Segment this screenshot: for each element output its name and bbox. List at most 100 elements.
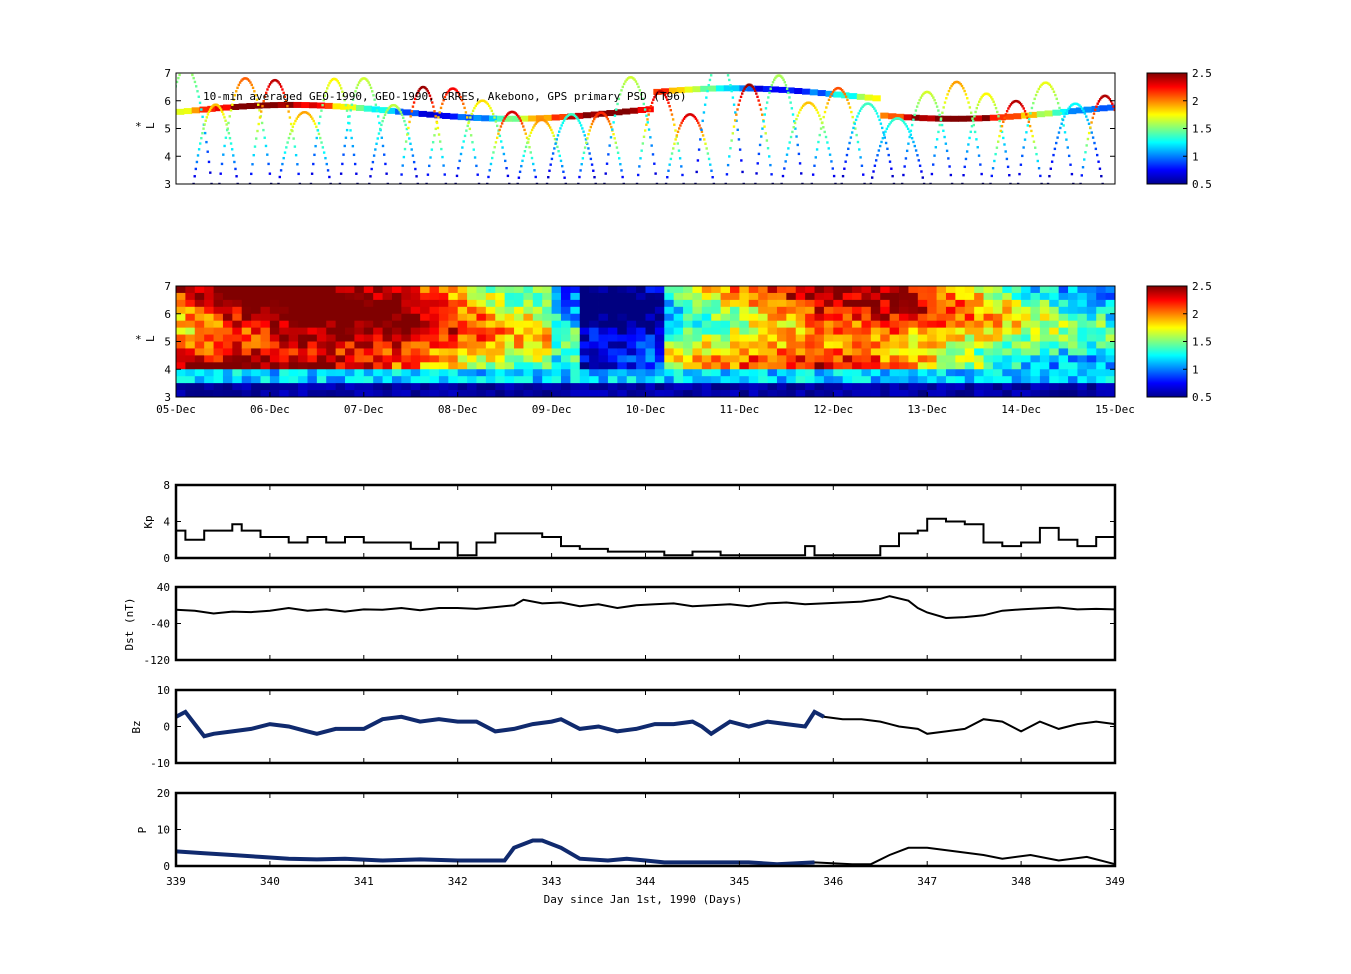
psd-heatmap-cell [889,320,900,329]
psd-heatmap-cell [523,306,534,315]
orbit-psd-mark [218,106,222,110]
psd-heatmap-cell [354,320,365,329]
psd-heatmap-cell [673,355,684,363]
psd-heatmap-cell [570,327,581,335]
orbit-psd-mark [1021,154,1024,158]
psd-heatmap-cell [692,334,703,342]
psd-heatmap-cell [1068,355,1078,363]
psd-heatmap-xtick-label: 11-Dec [720,403,760,416]
psd-heatmap-cell [908,334,919,342]
orbit-psd-mark [353,162,357,166]
psd-heatmap-cell [298,320,308,329]
psd-orbit-cbtick-label: 2 [1192,95,1199,108]
geo-psd-mark [997,114,1006,121]
psd-heatmap-cell [607,355,618,363]
psd-heatmap-cell [288,362,299,370]
psd-heatmap-cell [683,292,693,301]
orbit-psd-mark [428,164,431,168]
psd-heatmap-cell [485,320,496,329]
psd-orbit-panel: 10-min averaged GEO-1990, GEO-1990, CRRE… [135,67,1212,191]
orbit-psd-mark [381,119,384,123]
orbit-psd-mark [172,96,174,98]
orbit-psd-mark [674,129,677,132]
orbit-psd-mark [235,175,238,178]
psd-heatmap-cell [711,334,722,342]
psd-heatmap-cell [251,292,261,301]
orbit-psd-mark [1025,131,1028,134]
geo-psd-mark [309,102,318,109]
psd-heatmap-cell [748,334,759,342]
orbit-psd-mark [959,82,962,86]
psd-heatmap-cell [767,369,778,377]
orbit-psd-mark [176,80,179,84]
orbit-psd-mark [813,164,816,167]
orbit-psd-mark [891,174,894,178]
orbit-psd-mark [996,110,999,114]
psd-heatmap-cell [786,369,797,377]
psd-heatmap-xtick-label: 07-Dec [344,403,384,416]
psd-heatmap-cell [852,286,862,294]
psd-heatmap-cell [748,341,759,349]
psd-heatmap-cell [542,306,552,315]
psd-heatmap-cell [626,306,637,315]
orbit-psd-mark [672,147,675,150]
psd-heatmap-cell [542,320,552,329]
orbit-psd-mark [329,182,332,184]
orbit-psd-mark [207,160,211,164]
psd-heatmap-cell [767,355,778,363]
psd-heatmap-cell [335,286,346,294]
orbit-psd-mark [381,144,385,148]
orbit-psd-mark [622,182,625,184]
psd-heatmap-cell [814,341,825,349]
orbit-psd-mark [969,130,972,134]
orbit-psd-mark [804,102,808,105]
psd-heatmap-cell [269,341,280,349]
psd-heatmap-cell [345,369,355,377]
orbit-psd-mark [1069,163,1072,166]
orbit-psd-mark [495,124,499,128]
psd-heatmap-cell [429,334,440,342]
orbit-psd-mark [681,119,685,122]
orbit-psd-mark [478,100,481,103]
geo-psd-mark [1028,111,1038,118]
psd-heatmap-cell [382,362,393,370]
psd-heatmap-xtick-label: 09-Dec [532,403,572,416]
psd-heatmap-cell [720,306,731,315]
psd-heatmap-cell [823,286,834,294]
psd-heatmap-cell [373,306,383,315]
orbit-psd-mark [651,153,655,156]
psd-heatmap-cell [945,362,956,370]
psd-heatmap-cell [720,355,731,363]
psd-heatmap-cell [776,334,787,342]
psd-heatmap-cell [391,320,402,329]
psd-heatmap-cell [927,299,937,308]
orbit-psd-mark [662,92,666,95]
psd-heatmap-cell [692,299,703,308]
orbit-psd-mark [1049,167,1052,170]
psd-heatmap-cell [673,320,684,329]
psd-heatmap-cell [617,313,628,322]
psd-heatmap-cell [429,306,440,315]
orbit-psd-mark [735,119,738,123]
orbit-psd-mark [840,89,844,92]
psd-heatmap-ytick-label: 7 [164,280,171,293]
psd-heatmap-cell [974,299,984,308]
psd-heatmap-cell [1049,348,1060,356]
orbit-psd-mark [893,117,897,121]
orbit-psd-mark [279,169,283,172]
geo-psd-mark [222,104,232,111]
psd-heatmap-cell [598,334,609,342]
psd-heatmap-cell [1077,320,1088,329]
orbit-psd-mark [816,111,820,114]
orbit-psd-mark [801,182,804,184]
psd-heatmap-cell [345,327,355,335]
orbit-psd-mark [615,146,619,149]
orbit-psd-mark [765,101,769,104]
psd-heatmap-cell [964,383,975,391]
orbit-psd-mark [303,111,306,114]
orbit-psd-mark [621,85,624,89]
psd-heatmap-cell [1021,369,1031,377]
psd-heatmap-cell [551,390,562,397]
orbit-psd-mark [384,162,387,166]
psd-heatmap-cell [927,327,937,335]
